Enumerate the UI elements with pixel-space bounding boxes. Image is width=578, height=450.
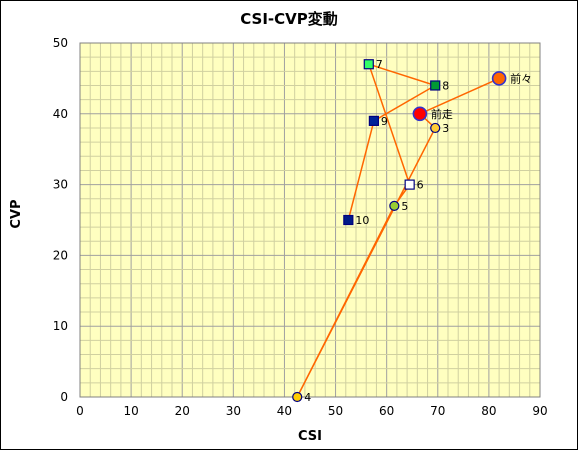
y-tick-label: 30 [53, 178, 68, 192]
data-label: 3 [442, 122, 449, 135]
data-point [430, 122, 441, 134]
y-tick-label: 50 [53, 36, 68, 50]
series-line [296, 63, 500, 398]
data-point [363, 59, 374, 70]
data-point [389, 200, 400, 211]
y-tick-label: 20 [53, 248, 68, 262]
y-axis-label: CVP [9, 199, 24, 228]
data-point [412, 106, 428, 122]
data-point [430, 80, 441, 91]
x-tick-label: 20 [175, 404, 190, 418]
data-point [292, 391, 303, 403]
y-tick-label: 10 [53, 319, 68, 333]
plot-border [79, 42, 541, 398]
data-label: 5 [401, 200, 408, 213]
connecting-path [296, 63, 500, 398]
data-label: 4 [304, 391, 311, 404]
data-label: 8 [442, 79, 449, 92]
data-point [343, 214, 354, 226]
y-tick-labels: 0 10 20 30 40 50 [53, 36, 68, 404]
data-point [404, 179, 415, 190]
data-points [292, 59, 507, 403]
x-tick-label: 10 [123, 404, 138, 418]
plot-area [79, 42, 541, 398]
data-label: 7 [376, 58, 383, 71]
data-label: 6 [417, 179, 424, 192]
grid [79, 42, 541, 398]
x-tick-labels: 0 10 20 30 40 50 60 70 80 90 [76, 404, 547, 418]
x-tick-label: 40 [277, 404, 292, 418]
x-tick-label: 70 [430, 404, 445, 418]
x-tick-label: 90 [532, 404, 547, 418]
x-tick-label: 30 [226, 404, 241, 418]
x-axis-label: CSI [298, 429, 322, 444]
data-label: 10 [355, 214, 369, 227]
data-point [491, 71, 507, 86]
y-tick-label: 0 [60, 390, 68, 404]
data-label: 前々 [510, 71, 532, 85]
data-point [368, 115, 379, 126]
x-tick-label: 0 [76, 404, 84, 418]
x-tick-label: 60 [379, 404, 394, 418]
x-tick-label: 50 [328, 404, 343, 418]
y-tick-label: 40 [53, 107, 68, 121]
data-label: 9 [381, 115, 388, 128]
x-tick-label: 80 [481, 404, 496, 418]
chart-title: CSI-CVP変動 [240, 10, 338, 28]
data-label: 前走 [431, 107, 453, 121]
